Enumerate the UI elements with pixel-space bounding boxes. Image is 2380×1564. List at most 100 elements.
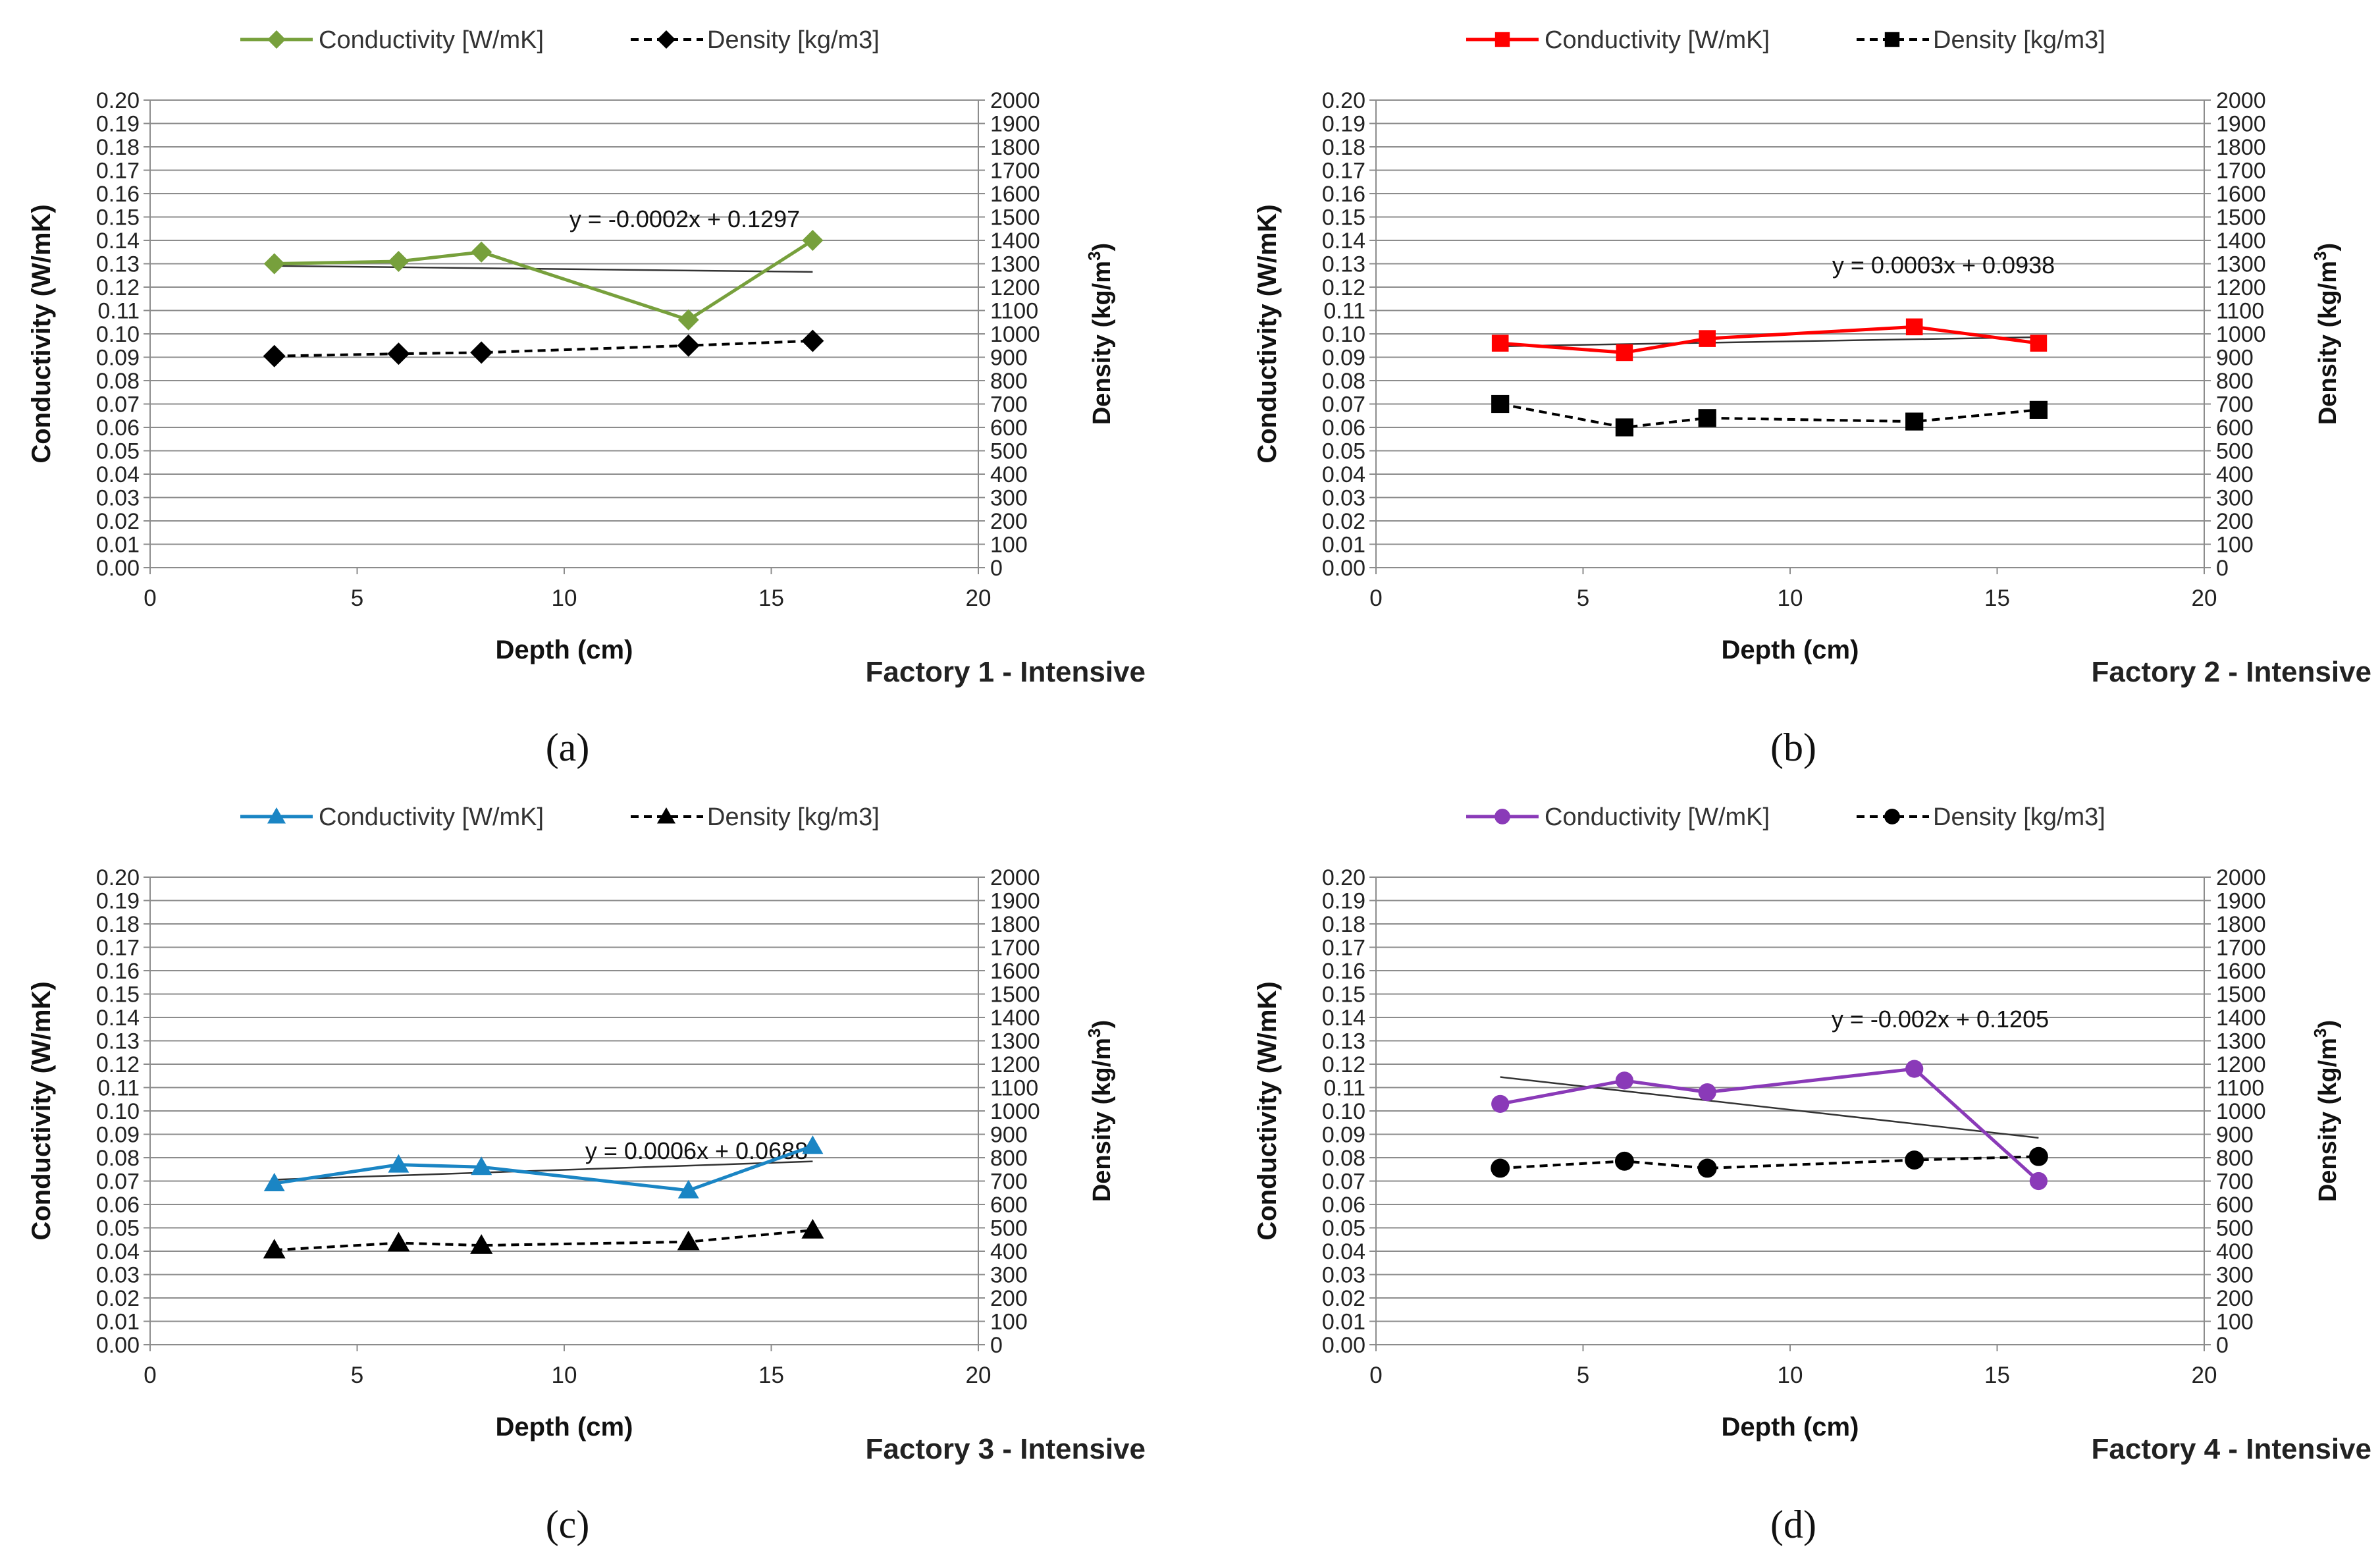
y2-tick-label: 1800 — [990, 135, 1040, 160]
density-point — [1905, 412, 1924, 431]
y2-tick-label: 700 — [990, 1170, 1028, 1195]
legend-density-label: Density [kg/m3] — [1933, 803, 2105, 831]
y2-tick-label: 1700 — [2216, 159, 2266, 184]
y2-tick-label: 1900 — [2216, 112, 2266, 137]
y-axis-title: Conductivity (W/mK) — [1253, 981, 1282, 1240]
conductivity-point — [1491, 1094, 1510, 1113]
y-tick-label: 0.18 — [1322, 912, 1365, 937]
y-tick-label: 0.06 — [96, 1193, 140, 1218]
y-tick-label: 0.16 — [1322, 959, 1365, 984]
y2-tick-label: 900 — [2216, 1123, 2254, 1148]
conductivity-point — [471, 1156, 492, 1175]
conductivity-point — [388, 1154, 410, 1173]
y2-tick-label: 0 — [990, 556, 1003, 581]
legend-density-label: Density [kg/m3] — [707, 803, 880, 831]
density-series-line — [274, 339, 813, 358]
y2-tick-label: 700 — [990, 392, 1028, 418]
y2-tick-label: 1000 — [990, 322, 1040, 347]
conductivity-point — [677, 1179, 699, 1199]
y-tick-label: 0.13 — [1322, 252, 1365, 277]
conductivity-point — [802, 1135, 824, 1154]
legend-density-label: Density [kg/m3] — [707, 26, 880, 54]
y2-tick-label: 1800 — [2216, 912, 2266, 937]
density-point — [1615, 418, 1633, 437]
y2-tick-label: 900 — [2216, 346, 2254, 371]
density-point — [387, 1231, 410, 1252]
chart-panel-1: 0.000.010.020.030.040.050.060.070.080.09… — [27, 26, 1146, 769]
y2-tick-label: 2000 — [990, 88, 1040, 113]
y2-tick-label: 1500 — [2216, 205, 2266, 230]
y2-tick-label: 1700 — [990, 159, 1040, 184]
y2-tick-label: 1900 — [990, 889, 1040, 914]
panel-label: (c) — [546, 1503, 590, 1546]
legend: Conductivity [W/mK] Density [kg/m3] — [1466, 803, 2105, 831]
y2-tick-label: 100 — [2216, 1310, 2254, 1335]
y2-tick-label: 1600 — [990, 959, 1040, 984]
y-tick-label: 0.08 — [96, 369, 140, 394]
y-tick-label: 0.03 — [96, 486, 140, 511]
y-tick-label: 0.04 — [1322, 1239, 1365, 1264]
y2-tick-label: 1100 — [2216, 1076, 2264, 1101]
y-tick-label: 0.07 — [96, 1170, 140, 1195]
y2-tick-label: 800 — [2216, 1146, 2254, 1171]
y-tick-label: 0.04 — [96, 1239, 140, 1264]
y-tick-label: 0.18 — [1322, 135, 1365, 160]
y-tick-label: 0.05 — [1322, 439, 1365, 464]
y-tick-label: 0.07 — [96, 392, 140, 418]
y-tick-label: 0.20 — [96, 88, 140, 113]
trendline — [1500, 336, 2039, 348]
x-tick-label: 5 — [351, 1362, 363, 1388]
y-tick-label: 0.02 — [96, 509, 140, 534]
density-point — [387, 342, 410, 365]
y-tick-label: 0.14 — [96, 1006, 140, 1031]
y2-tick-label: 0 — [990, 1333, 1003, 1358]
y-tick-label: 0.10 — [1322, 322, 1365, 347]
y-tick-label: 0.08 — [1322, 1146, 1365, 1171]
y-tick-label: 0.12 — [1322, 275, 1365, 300]
legend: Conductivity [W/mK] Density [kg/m3] — [1466, 26, 2105, 54]
y2-tick-label: 1600 — [990, 182, 1040, 207]
x-tick-label: 15 — [758, 1362, 784, 1388]
y-tick-label: 0.06 — [96, 416, 140, 441]
y2-tick-label: 100 — [2216, 533, 2254, 558]
y-tick-label: 0.05 — [96, 1216, 140, 1241]
x-tick-label: 10 — [552, 1362, 577, 1388]
y2-tick-label: 100 — [990, 533, 1028, 558]
y-tick-label: 0.18 — [96, 912, 140, 937]
y-tick-label: 0.13 — [96, 252, 140, 277]
legend-density-marker — [657, 30, 675, 49]
conductivity-point — [1699, 330, 1716, 347]
y2-tick-label: 800 — [990, 369, 1028, 394]
y-tick-label: 0.19 — [1322, 889, 1365, 914]
density-point — [1697, 1158, 1717, 1178]
density-point — [677, 334, 700, 357]
conductivity-point — [1905, 1060, 1924, 1078]
conductivity-point — [1615, 1071, 1633, 1090]
legend-density-marker — [1884, 32, 1900, 47]
y-tick-label: 0.11 — [97, 1076, 140, 1101]
y2-tick-label: 500 — [2216, 439, 2254, 464]
y2-tick-label: 2000 — [2216, 88, 2266, 113]
legend-conductivity-marker — [1494, 809, 1510, 824]
factory-label: Factory 4 - Intensive — [2092, 1433, 2371, 1465]
y-tick-label: 0.12 — [96, 1052, 140, 1077]
trendline — [274, 1160, 813, 1181]
y-axis-title: Conductivity (W/mK) — [27, 204, 56, 463]
legend-conductivity-marker — [267, 807, 286, 824]
y-tick-label: 0.01 — [96, 533, 140, 558]
y-tick-label: 0.17 — [96, 936, 140, 961]
conductivity-point — [677, 309, 699, 331]
y-tick-label: 0.11 — [1323, 1076, 1365, 1101]
conductivity-point — [1616, 344, 1633, 362]
y-tick-label: 0.01 — [1322, 533, 1365, 558]
conductivity-point — [388, 250, 410, 272]
y-tick-label: 0.09 — [1322, 1123, 1365, 1148]
y-tick-label: 0.10 — [96, 1099, 140, 1124]
y2-tick-label: 200 — [2216, 509, 2254, 534]
y2-tick-label: 0 — [2216, 1333, 2229, 1358]
y2-tick-label: 400 — [2216, 462, 2254, 487]
density-point — [677, 1230, 700, 1251]
y2-tick-label: 1900 — [990, 112, 1040, 137]
y2-tick-label: 400 — [990, 1239, 1028, 1264]
y2-tick-label: 1500 — [990, 205, 1040, 230]
